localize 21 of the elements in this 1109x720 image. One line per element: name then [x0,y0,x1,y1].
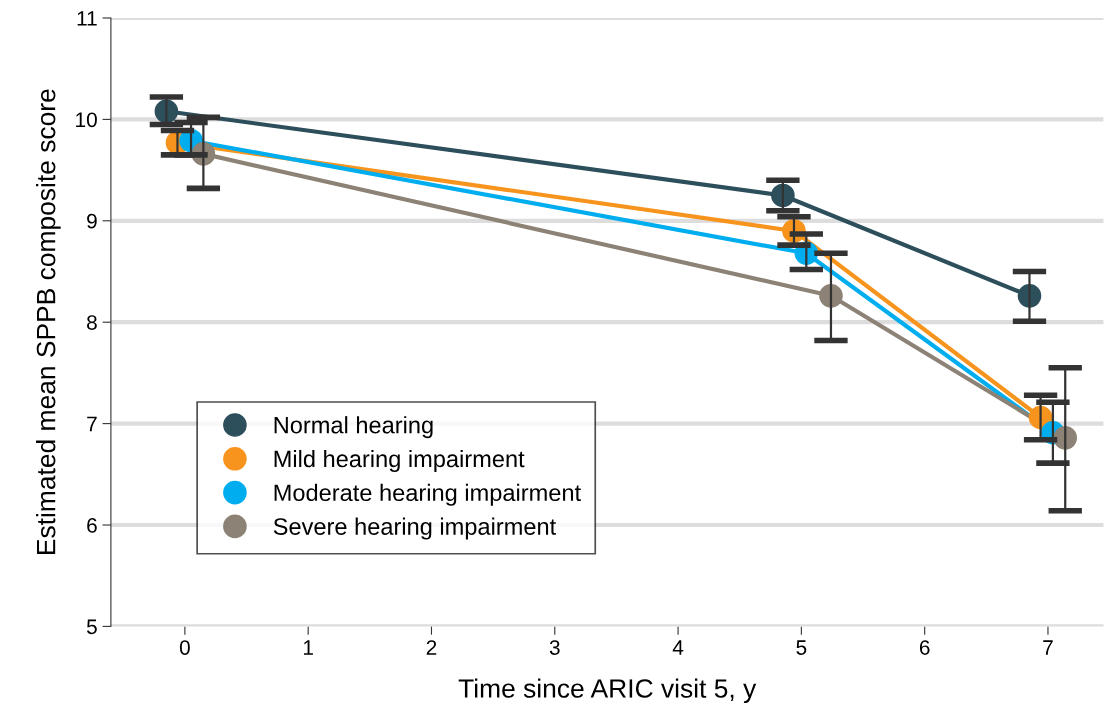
y-tick-label: 10 [76,112,97,128]
y-tick-label: 5 [86,619,97,635]
legend-label: Mild hearing impairment [274,449,525,472]
y-tick-label: 7 [87,416,97,432]
legend-label: Severe hearing impairment [273,517,556,540]
x-tick-label: 7 [1043,640,1053,655]
y-tick-label: 8 [87,315,97,330]
x-tick-label: 5 [796,640,807,655]
x-tick-label: 2 [426,640,437,655]
x-tick-label: 4 [672,640,684,655]
x-tick-label: 0 [179,640,190,655]
x-tick-label: 1 [303,640,313,655]
y-tick-label: 6 [87,518,97,533]
legend-label: Normal hearing [274,416,433,439]
y-axis-title: Estimated mean SPPB composite score [36,89,61,554]
x-tick-label: 6 [919,640,930,655]
y-tick-label: 11 [77,11,97,26]
legend-label: Moderate hearing impairment [274,483,581,506]
x-tick-label: 3 [549,640,560,655]
x-axis-title: Time since ARIC visit 5, y [458,678,757,704]
y-tick-label: 9 [87,213,97,229]
